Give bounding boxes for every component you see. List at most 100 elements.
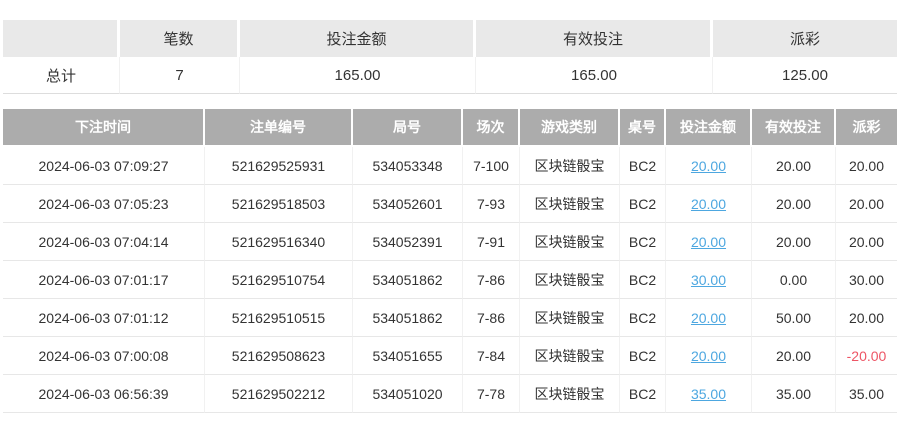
cell-bet-id: 521629502212 [205, 375, 353, 413]
cell-session: 7-93 [463, 185, 520, 223]
cell-bet-id: 521629518503 [205, 185, 353, 223]
summary-total-label: 总计 [3, 57, 120, 94]
bet-amount-link[interactable]: 20.00 [690, 347, 727, 364]
cell-game-type: 区块链骰宝 [520, 223, 620, 261]
cell-table-no: BC2 [620, 337, 666, 375]
records-col-valid-bet: 有效投注 [752, 109, 836, 147]
cell-round-id: 534052601 [353, 185, 463, 223]
cell-bet-amount: 20.00 [666, 337, 752, 375]
cell-round-id: 534051655 [353, 337, 463, 375]
cell-payout: 35.00 [836, 375, 897, 413]
records-col-bet-time: 下注时间 [3, 109, 205, 147]
cell-round-id: 534051020 [353, 375, 463, 413]
table-row: 2024-06-03 07:05:23 521629518503 5340526… [3, 185, 897, 223]
cell-valid-bet: 20.00 [752, 185, 836, 223]
records-col-table-no: 桌号 [620, 109, 666, 147]
cell-payout: 20.00 [836, 223, 897, 261]
cell-table-no: BC2 [620, 299, 666, 337]
summary-total-count: 7 [120, 57, 240, 94]
cell-bet-amount: 35.00 [666, 375, 752, 413]
records-col-bet-amount: 投注金额 [666, 109, 752, 147]
cell-payout: 20.00 [836, 299, 897, 337]
bet-amount-link[interactable]: 35.00 [690, 385, 727, 402]
cell-bet-id: 521629508623 [205, 337, 353, 375]
summary-total-valid-bet: 165.00 [476, 57, 713, 94]
cell-game-type: 区块链骰宝 [520, 299, 620, 337]
cell-table-no: BC2 [620, 261, 666, 299]
bet-amount-link[interactable]: 30.00 [690, 271, 727, 288]
cell-payout: -20.00 [836, 337, 897, 375]
summary-total-bet-amount: 165.00 [240, 57, 476, 94]
cell-game-type: 区块链骰宝 [520, 147, 620, 185]
cell-session: 7-86 [463, 261, 520, 299]
cell-table-no: BC2 [620, 223, 666, 261]
summary-col-payout: 派彩 [713, 20, 897, 57]
cell-bet-time: 2024-06-03 07:00:08 [3, 337, 205, 375]
records-header-row: 下注时间 注单编号 局号 场次 游戏类别 桌号 投注金额 有效投注 派彩 [3, 109, 897, 147]
summary-total-row: 总计 7 165.00 165.00 125.00 [3, 57, 897, 94]
cell-bet-amount: 20.00 [666, 147, 752, 185]
cell-bet-id: 521629516340 [205, 223, 353, 261]
summary-col-valid-bet: 有效投注 [476, 20, 713, 57]
bet-amount-link[interactable]: 20.00 [690, 195, 727, 212]
bet-amount-link[interactable]: 20.00 [690, 157, 727, 174]
cell-valid-bet: 35.00 [752, 375, 836, 413]
cell-bet-time: 2024-06-03 07:05:23 [3, 185, 205, 223]
table-row: 2024-06-03 06:56:39 521629502212 5340510… [3, 375, 897, 413]
cell-bet-amount: 20.00 [666, 223, 752, 261]
table-row: 2024-06-03 07:09:27 521629525931 5340533… [3, 147, 897, 185]
cell-session: 7-78 [463, 375, 520, 413]
cell-valid-bet: 20.00 [752, 223, 836, 261]
cell-bet-time: 2024-06-03 07:01:17 [3, 261, 205, 299]
cell-session: 7-84 [463, 337, 520, 375]
bet-amount-link[interactable]: 20.00 [690, 233, 727, 250]
table-row: 2024-06-03 07:01:17 521629510754 5340518… [3, 261, 897, 299]
cell-round-id: 534051862 [353, 261, 463, 299]
summary-header-row: 笔数 投注金额 有效投注 派彩 [3, 20, 897, 57]
summary-total-payout: 125.00 [713, 57, 897, 94]
cell-bet-id: 521629525931 [205, 147, 353, 185]
cell-payout: 20.00 [836, 185, 897, 223]
cell-table-no: BC2 [620, 185, 666, 223]
cell-bet-time: 2024-06-03 07:04:14 [3, 223, 205, 261]
cell-valid-bet: 50.00 [752, 299, 836, 337]
records-col-session: 场次 [463, 109, 520, 147]
cell-payout: 20.00 [836, 147, 897, 185]
cell-bet-amount: 20.00 [666, 299, 752, 337]
cell-bet-time: 2024-06-03 07:01:12 [3, 299, 205, 337]
cell-game-type: 区块链骰宝 [520, 375, 620, 413]
cell-valid-bet: 20.00 [752, 147, 836, 185]
betting-records-page: 笔数 投注金额 有效投注 派彩 总计 7 165.00 165.00 125.0… [3, 20, 897, 413]
table-row: 2024-06-03 07:01:12 521629510515 5340518… [3, 299, 897, 337]
cell-session: 7-91 [463, 223, 520, 261]
cell-payout: 30.00 [836, 261, 897, 299]
cell-bet-id: 521629510515 [205, 299, 353, 337]
cell-bet-time: 2024-06-03 06:56:39 [3, 375, 205, 413]
summary-table: 笔数 投注金额 有效投注 派彩 总计 7 165.00 165.00 125.0… [3, 20, 897, 94]
cell-valid-bet: 0.00 [752, 261, 836, 299]
cell-valid-bet: 20.00 [752, 337, 836, 375]
cell-game-type: 区块链骰宝 [520, 337, 620, 375]
cell-bet-amount: 20.00 [666, 185, 752, 223]
cell-session: 7-100 [463, 147, 520, 185]
cell-round-id: 534053348 [353, 147, 463, 185]
cell-bet-time: 2024-06-03 07:09:27 [3, 147, 205, 185]
cell-game-type: 区块链骰宝 [520, 185, 620, 223]
cell-game-type: 区块链骰宝 [520, 261, 620, 299]
cell-round-id: 534052391 [353, 223, 463, 261]
cell-session: 7-86 [463, 299, 520, 337]
cell-round-id: 534051862 [353, 299, 463, 337]
table-row: 2024-06-03 07:00:08 521629508623 5340516… [3, 337, 897, 375]
records-col-game-type: 游戏类别 [520, 109, 620, 147]
cell-table-no: BC2 [620, 375, 666, 413]
table-row: 2024-06-03 07:04:14 521629516340 5340523… [3, 223, 897, 261]
summary-col-count: 笔数 [120, 20, 240, 57]
cell-table-no: BC2 [620, 147, 666, 185]
summary-col-bet-amount: 投注金额 [240, 20, 476, 57]
records-col-round-id: 局号 [353, 109, 463, 147]
cell-bet-amount: 30.00 [666, 261, 752, 299]
records-table: 下注时间 注单编号 局号 场次 游戏类别 桌号 投注金额 有效投注 派彩 202… [3, 109, 897, 413]
summary-col-blank [3, 20, 120, 57]
cell-bet-id: 521629510754 [205, 261, 353, 299]
bet-amount-link[interactable]: 20.00 [690, 309, 727, 326]
